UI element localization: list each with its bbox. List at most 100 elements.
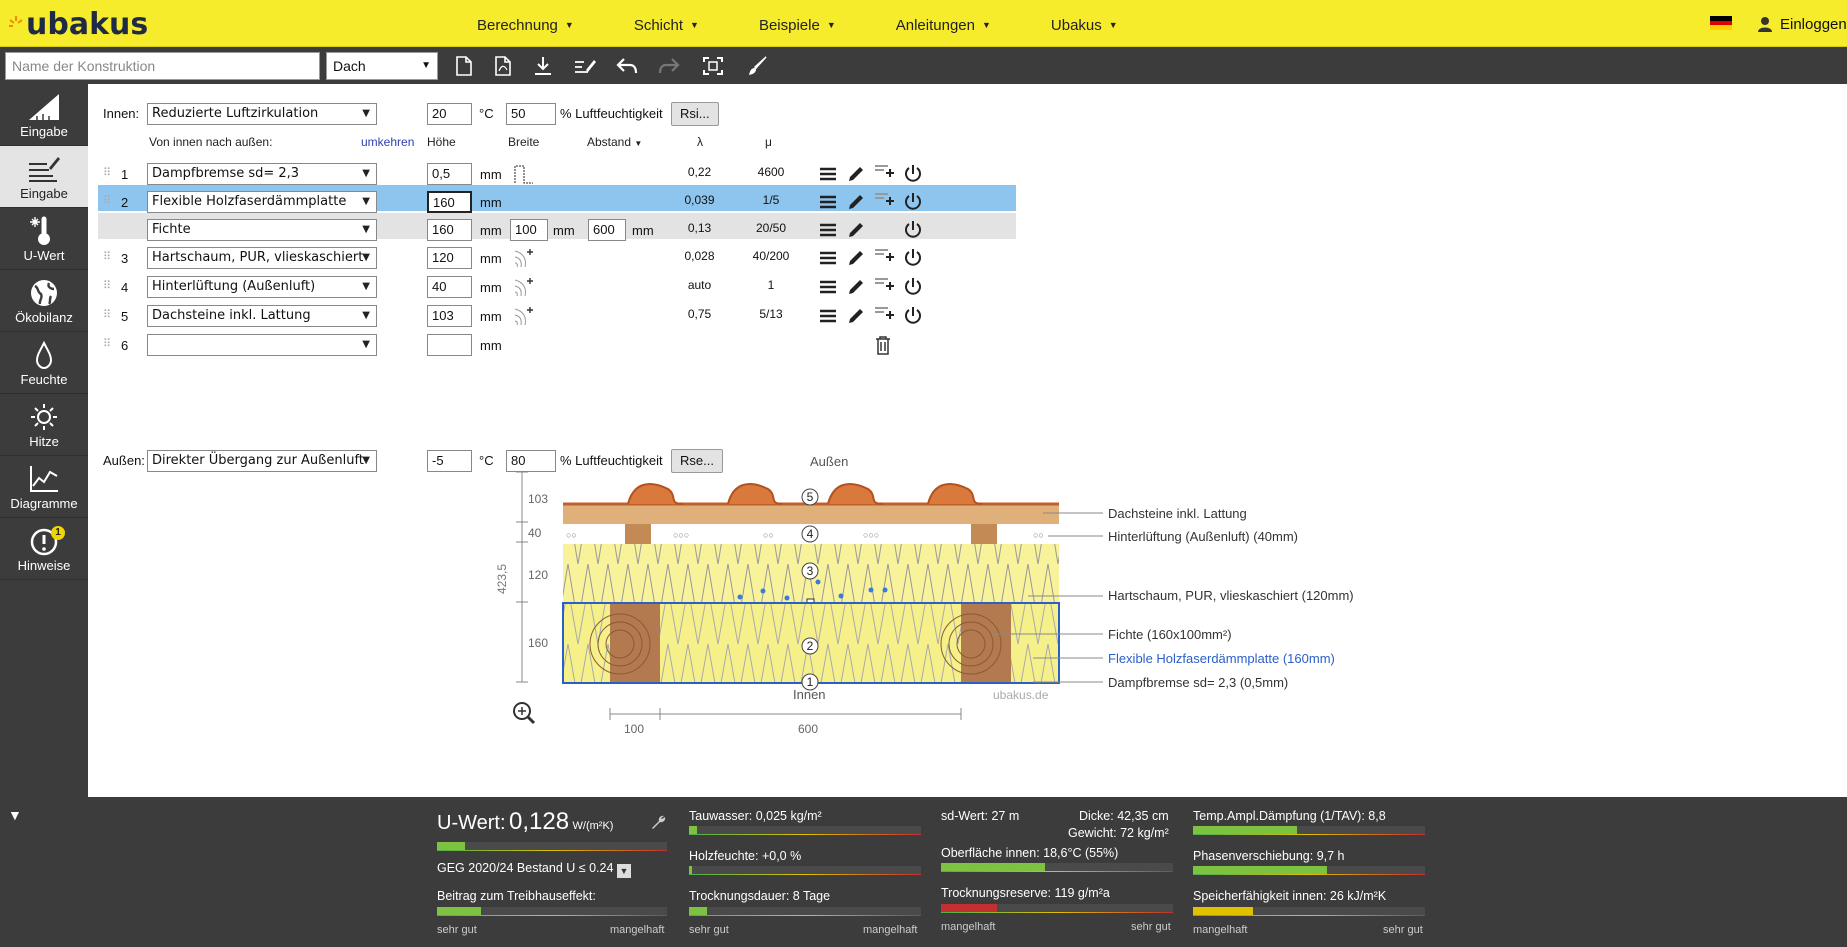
drag-handle-icon[interactable]: ⠿ [103, 251, 112, 263]
zoom-in-icon[interactable] [513, 702, 536, 725]
new-document-icon[interactable] [451, 53, 477, 79]
menu-icon[interactable] [819, 250, 837, 266]
nav-anleitungen[interactable]: Anleitungen ▼ [895, 17, 991, 34]
redo-icon[interactable] [656, 53, 682, 79]
drag-handle-icon[interactable]: ⠿ [103, 338, 112, 350]
power-toggle-icon[interactable] [903, 248, 923, 268]
add-layer-icon[interactable] [874, 247, 896, 267]
add-layer-icon[interactable] [874, 305, 896, 325]
marker-4[interactable]: 4 [807, 527, 814, 541]
sidebar-item-eingabe-geometry[interactable]: Eingabe [0, 84, 88, 146]
layer-material-select[interactable]: Hinterlüftung (Außenluft) ▼ [147, 276, 377, 298]
power-toggle-icon[interactable] [903, 164, 923, 184]
pencil-icon[interactable] [847, 165, 865, 183]
power-toggle-icon[interactable] [903, 306, 923, 326]
add-beam-icon[interactable] [513, 276, 535, 298]
add-beam-icon[interactable] [513, 247, 535, 269]
marker-2[interactable]: 2 [807, 639, 814, 653]
layer-height-input[interactable]: 0,5 [427, 163, 472, 185]
pencil-icon[interactable] [847, 278, 865, 296]
label-holzfaser[interactable]: Flexible Holzfaserdämmplatte (160mm) [1108, 651, 1335, 666]
construction-name-input[interactable] [5, 52, 320, 80]
label-hinterlueftung[interactable]: Hinterlüftung (Außenluft) (40mm) [1108, 529, 1298, 544]
layer-width-input[interactable]: 100 [510, 219, 548, 241]
menu-icon[interactable] [819, 166, 837, 182]
sidebar-item-oekobilanz[interactable]: Ökobilanz [0, 270, 88, 332]
nav-ubakus[interactable]: Ubakus ▼ [1050, 17, 1118, 34]
sidebar-item-feuchte[interactable]: Feuchte [0, 332, 88, 394]
power-toggle-icon[interactable] [903, 192, 923, 212]
nav-beispiele[interactable]: Beispiele ▼ [758, 17, 836, 34]
drag-handle-icon[interactable]: ⠿ [103, 309, 112, 321]
paint-brush-icon[interactable] [744, 53, 770, 79]
layer-height-input[interactable]: 40 [427, 276, 472, 298]
label-hartschaum[interactable]: Hartschaum, PUR, vlieskaschiert (120mm) [1108, 588, 1354, 603]
layer-material-select[interactable]: ▼ [147, 334, 377, 356]
undo-icon[interactable] [614, 53, 640, 79]
sidebar-item-u-wert[interactable]: U-Wert [0, 208, 88, 270]
layer-height-input[interactable]: 160 [427, 219, 472, 241]
menu-icon[interactable] [819, 308, 837, 324]
sidebar-item-hitze[interactable]: Hitze [0, 394, 88, 456]
drag-handle-icon[interactable]: ⠿ [103, 280, 112, 292]
construction-type-select[interactable]: Dach ▼ [326, 52, 438, 80]
edit-list-icon[interactable] [572, 53, 598, 79]
rsi-button[interactable]: Rsi... [671, 102, 719, 126]
download-icon[interactable] [530, 53, 556, 79]
nav-schicht[interactable]: Schicht ▼ [633, 17, 699, 34]
aussen-temp-input[interactable]: -5 [427, 450, 472, 472]
vapor-barrier-icon[interactable] [513, 163, 535, 185]
layer-material-select[interactable]: Fichte ▼ [147, 219, 377, 241]
sidebar-item-hinweise[interactable]: 1 Hinweise [0, 518, 88, 580]
aussen-select[interactable]: Direkter Übergang zur Außenluft ▼ [147, 450, 377, 472]
layer-material-select[interactable]: Dampfbremse sd= 2,3 ▼ [147, 163, 377, 185]
layer-spacing-input[interactable]: 600 [588, 219, 626, 241]
nav-berechnung[interactable]: Berechnung ▼ [477, 17, 574, 34]
power-toggle-icon[interactable] [903, 277, 923, 297]
innen-temp-input[interactable]: 20 [427, 103, 472, 125]
collapse-toggle-icon[interactable]: ▼ [8, 807, 22, 823]
innen-hum-input[interactable]: 50 [506, 103, 556, 125]
drag-handle-icon[interactable]: ⠿ [103, 195, 112, 207]
add-layer-icon[interactable] [874, 276, 896, 296]
label-dampfbremse[interactable]: Dampfbremse sd= 2,3 (0,5mm) [1108, 675, 1288, 690]
innen-select[interactable]: Reduzierte Luftzirkulation ▼ [147, 103, 377, 125]
u-wert-metric[interactable]: U-Wert: 0,128 W/(m²K) [437, 808, 614, 835]
power-toggle-icon[interactable] [903, 220, 923, 240]
add-beam-icon[interactable] [513, 305, 535, 327]
fullscreen-icon[interactable] [700, 53, 726, 79]
pencil-icon[interactable] [847, 249, 865, 267]
sidebar-item-eingabe-layers[interactable]: Eingabe [0, 146, 88, 208]
geg-label[interactable]: GEG 2020/24 Bestand U ≤ 0.24 ▼ [437, 861, 631, 878]
col-abstand[interactable]: Abstand ▼ [587, 135, 643, 149]
trash-icon[interactable] [875, 335, 891, 355]
layer-height-input[interactable]: 160 [427, 191, 472, 213]
layer-material-select[interactable]: Hartschaum, PUR, vlieskaschiert ▼ [147, 247, 377, 269]
layer-height-input[interactable]: 120 [427, 247, 472, 269]
wrench-icon[interactable] [650, 814, 666, 830]
add-layer-icon[interactable] [874, 191, 896, 211]
reverse-link[interactable]: umkehren [361, 135, 415, 149]
layer-material-select[interactable]: Dachsteine inkl. Lattung ▼ [147, 305, 377, 327]
sidebar-item-diagramme[interactable]: Diagramme [0, 456, 88, 518]
rse-button[interactable]: Rse... [671, 449, 723, 473]
aussen-hum-input[interactable]: 80 [506, 450, 556, 472]
pdf-icon[interactable] [490, 53, 516, 79]
pencil-icon[interactable] [847, 307, 865, 325]
layer-material-select[interactable]: Flexible Holzfaserdämmplatte ▼ [147, 191, 377, 213]
drag-handle-icon[interactable]: ⠿ [103, 167, 112, 179]
marker-5[interactable]: 5 [807, 490, 814, 504]
layer-height-input[interactable]: 103 [427, 305, 472, 327]
add-layer-icon[interactable] [874, 163, 896, 183]
layer-height-input[interactable] [427, 334, 472, 356]
login-link[interactable]: Einloggen [1757, 0, 1847, 47]
menu-icon[interactable] [819, 222, 837, 238]
ubakus-logo[interactable]: ubakus [8, 6, 148, 42]
label-fichte[interactable]: Fichte (160x100mm²) [1108, 627, 1232, 642]
pencil-icon[interactable] [847, 193, 865, 211]
label-dachsteine[interactable]: Dachsteine inkl. Lattung [1108, 506, 1247, 521]
menu-icon[interactable] [819, 279, 837, 295]
german-flag-icon[interactable] [1710, 16, 1732, 31]
marker-1[interactable]: 1 [807, 675, 814, 689]
marker-3[interactable]: 3 [807, 564, 814, 578]
